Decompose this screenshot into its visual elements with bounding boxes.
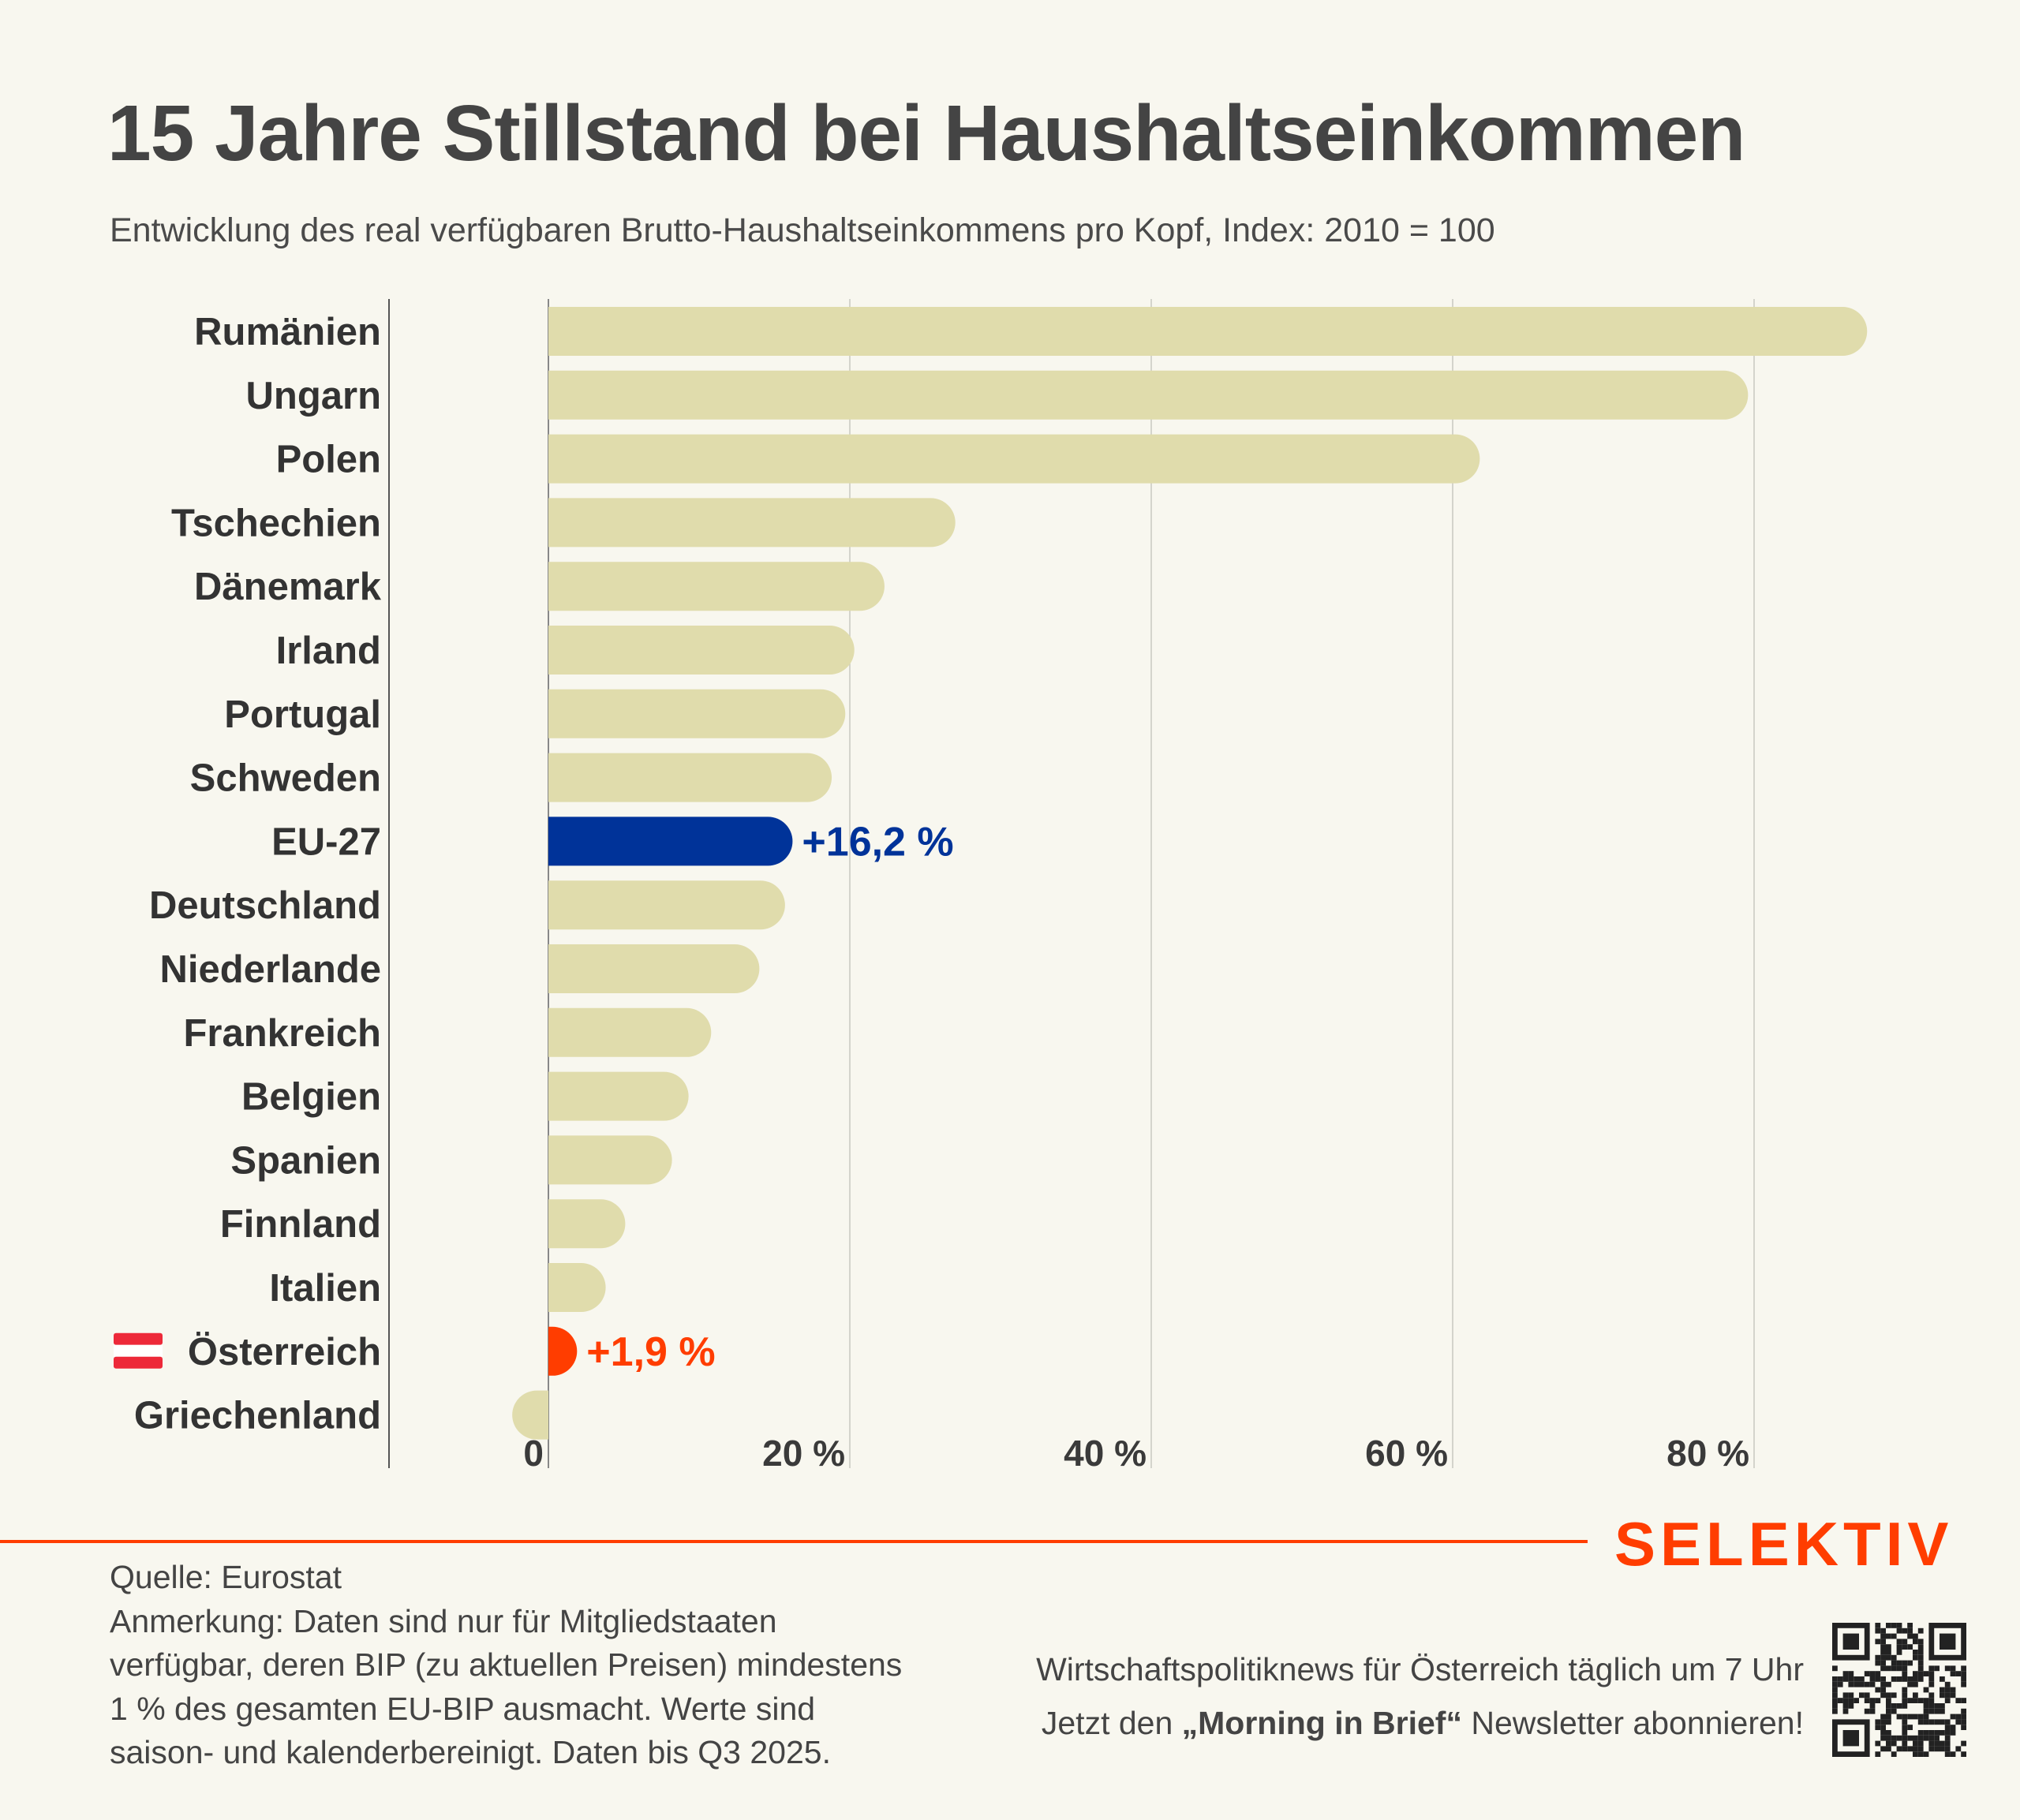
- bar-niederlande: [548, 944, 760, 993]
- newsletter-promo[interactable]: Wirtschaftspolitiknews für Österreich tä…: [1036, 1642, 1804, 1750]
- promo-pre: Jetzt den: [1041, 1705, 1182, 1741]
- bar-italien: [548, 1263, 606, 1312]
- bar-chart: 0 20 % 40 % 60 % 80 % Rumänien Ungarn Polen Tsch…: [114, 299, 1868, 1474]
- category-label: Ungarn: [246, 375, 382, 417]
- bar-frankreich: [548, 1007, 712, 1057]
- x-tick-label: 40 %: [1064, 1433, 1147, 1474]
- category-label: Belgien: [241, 1076, 381, 1119]
- bar-belgien: [548, 1071, 689, 1121]
- category-label: Irland: [276, 630, 381, 672]
- bar-portugal: [548, 689, 846, 738]
- bar-österreich: [548, 1326, 578, 1376]
- category-label: Finnland: [220, 1203, 381, 1246]
- promo-post: Newsletter abonnieren!: [1461, 1705, 1804, 1741]
- promo-newsletter-name: „Morning in Brief“: [1181, 1705, 1462, 1741]
- category-label: Spanien: [230, 1139, 381, 1182]
- bar-polen: [548, 434, 1480, 484]
- category-label: Deutschland: [149, 884, 381, 927]
- source-text: Quelle: Eurostat: [110, 1559, 342, 1595]
- note-text: Anmerkung: Daten sind nur für Mitgliedst…: [110, 1602, 903, 1771]
- data-label: +1,9 %: [586, 1329, 715, 1375]
- bar-irland: [548, 626, 855, 675]
- category-label: Frankreich: [183, 1012, 381, 1055]
- data-label: +16,2 %: [802, 819, 953, 865]
- divider-line: [0, 1540, 1588, 1543]
- category-label: Polen: [276, 439, 381, 481]
- category-label: Niederlande: [160, 948, 381, 991]
- x-tick-label: 20 %: [762, 1433, 845, 1474]
- flag-austria-icon: [114, 1344, 163, 1357]
- bar-tschechien: [548, 498, 956, 547]
- bar-schweden: [548, 753, 832, 802]
- promo-line-1: Wirtschaftspolitiknews für Österreich tä…: [1036, 1651, 1804, 1687]
- category-label: Dänemark: [194, 566, 382, 608]
- category-label: Rumänien: [194, 311, 381, 353]
- footnotes: Quelle: Eurostat Anmerkung: Daten sind n…: [110, 1556, 915, 1775]
- category-label: Österreich: [188, 1331, 381, 1373]
- selektiv-logo: SELEKTIV: [1614, 1509, 1954, 1579]
- flag-austria-icon: [114, 1332, 163, 1345]
- category-label: Italien: [269, 1267, 381, 1310]
- bar-dänemark: [548, 562, 885, 611]
- bar-spanien: [548, 1135, 672, 1185]
- category-label: Griechenland: [134, 1395, 381, 1437]
- x-tick-label: 60 %: [1365, 1433, 1448, 1474]
- bar-eu-27: [548, 817, 793, 866]
- category-label: Tschechien: [171, 502, 381, 544]
- category-label: Schweden: [190, 757, 381, 800]
- bar-finnland: [548, 1199, 626, 1249]
- x-tick-label: 80 %: [1666, 1433, 1749, 1474]
- flag-austria-icon: [114, 1356, 163, 1369]
- category-label: EU-27: [271, 820, 381, 863]
- chart-subtitle: Entwicklung des real verfügbaren Brutto-…: [110, 211, 1495, 249]
- promo-line-2: Jetzt den „Morning in Brief“ Newsletter …: [1036, 1696, 1804, 1750]
- bar-deutschland: [548, 880, 785, 930]
- bar-griechenland: [512, 1390, 548, 1440]
- x-tick-label: 0: [523, 1433, 544, 1474]
- bar-ungarn: [548, 370, 1749, 420]
- category-label: Portugal: [224, 693, 381, 736]
- bar-rumänien: [548, 307, 1868, 356]
- qr-code[interactable]: [1832, 1623, 1966, 1757]
- chart-title: 15 Jahre Stillstand bei Haushaltseinkomm…: [107, 89, 1745, 178]
